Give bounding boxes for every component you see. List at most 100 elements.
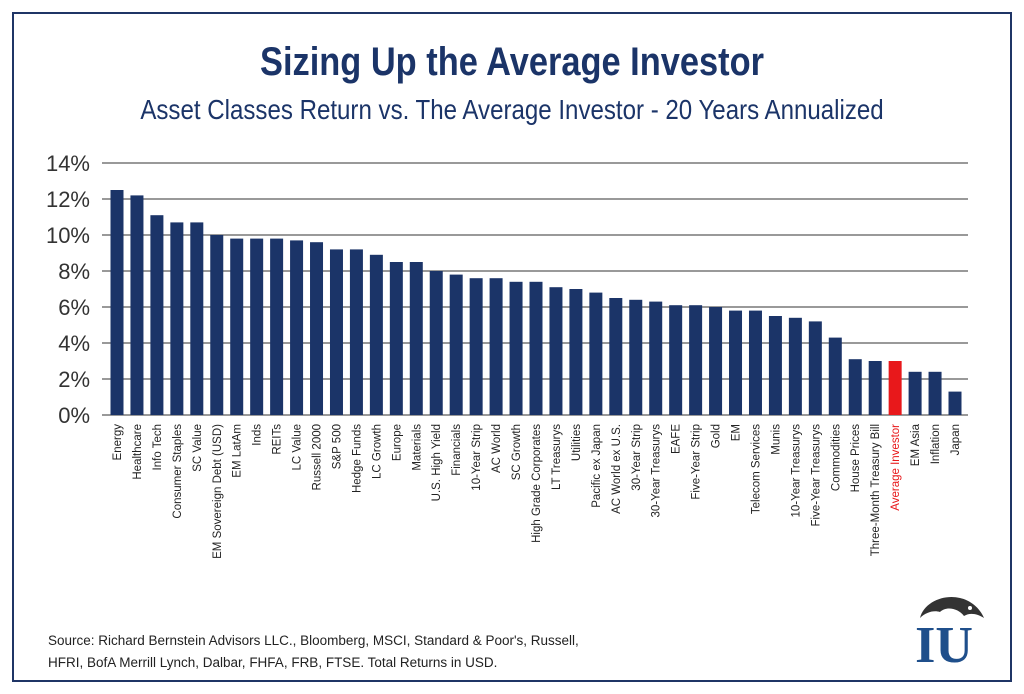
bar [729,311,742,415]
logo-text: IU [915,617,973,670]
x-tick-label: REITs [272,424,284,455]
bar [190,222,203,415]
bar [649,302,662,415]
x-tick-label: Telecom Services [750,424,762,514]
x-tick-label: LC Growth [371,424,383,479]
y-tick-label: 0% [58,403,90,428]
bar [430,271,443,415]
bar [310,242,323,415]
x-tick-label: Utilities [571,424,583,461]
bar [390,262,403,415]
bar [809,321,822,415]
bar [689,305,702,415]
x-tick-label: Pacific ex Japan [591,424,603,508]
y-tick-label: 12% [46,187,90,212]
y-tick-label: 14% [46,151,90,176]
x-tick-label: Info Tech [152,424,164,470]
x-tick-label: S&P 500 [331,424,343,469]
x-tick-label: 10-Year Strip [471,424,483,491]
bar-chart: 0% 2% 4% 6% 8% 10% 12% 14% Energy Healthcare Info… [0,0,1024,694]
bar [929,372,942,415]
x-tick-label: EM [731,424,743,441]
bar [450,275,463,415]
bar [370,255,383,415]
x-tick-label: EAFE [671,424,683,454]
bar [130,195,143,415]
bar [869,361,882,415]
bar [589,293,602,415]
x-tick-label: Average Investor [890,424,902,511]
bar [510,282,523,415]
x-tick-label: SC Growth [511,424,523,480]
bar [669,305,682,415]
x-tick-label: Japan [950,424,962,455]
bar [629,300,642,415]
x-tick-label: EM Sovereign Debt (USD) [212,424,224,559]
bar [549,287,562,415]
bar [909,372,922,415]
x-tick-label: High Grade Corporates [531,424,543,543]
bar [290,240,303,415]
x-tick-label: Inflation [930,424,942,464]
bear-logo-icon: IU [900,588,990,670]
bar [230,239,243,415]
bar [111,190,124,415]
bar [330,249,343,415]
x-tick-label: Materials [411,424,423,471]
y-tick-label: 10% [46,223,90,248]
y-tick-label: 2% [58,367,90,392]
bar [569,289,582,415]
x-tick-label: Europe [391,424,403,461]
bar [949,392,962,415]
x-tick-label: Hedge Funds [351,424,363,493]
x-tick-label: SC Value [192,424,204,472]
bar [769,316,782,415]
x-tick-label: Inds [252,424,264,446]
x-tick-label: AC World ex U.S. [611,424,623,514]
bar [749,311,762,415]
source-note: Source: Richard Bernstein Advisors LLC.,… [48,630,579,674]
x-tick-label: Russell 2000 [312,424,324,490]
x-tick-label: LT Treasurys [551,424,563,490]
bar [270,239,283,415]
bar [609,298,622,415]
bar [490,278,503,415]
bar [709,307,722,415]
source-line-2: HFRI, BofA Merrill Lynch, Dalbar, FHFA, … [48,652,579,674]
bar [150,215,163,415]
bar [170,222,183,415]
bar [829,338,842,415]
x-tick-label: House Prices [850,424,862,493]
x-tick-label: EM LatAm [232,424,244,478]
x-tick-label: Five-Year Strip [691,424,703,500]
x-tick-label: 30-Year Strip [631,424,643,491]
x-tick-label: AC World [491,424,503,473]
x-tick-label: Three-Month Treasury Bill [870,424,882,556]
source-line-1: Source: Richard Bernstein Advisors LLC.,… [48,630,579,652]
x-tick-label: Financials [451,424,463,476]
x-tick-label: Energy [112,424,124,461]
y-tick-label: 6% [58,295,90,320]
x-tick-label: 30-Year Treasurys [651,424,663,518]
bar [849,359,862,415]
x-tick-label: Gold [711,424,723,448]
y-tick-label: 4% [58,331,90,356]
bar [350,249,363,415]
bar [789,318,802,415]
x-tick-label: EM Asia [910,423,922,466]
x-tick-label: Consumer Staples [172,424,184,519]
x-tick-label: Commodities [830,424,842,491]
bar [210,235,223,415]
x-tick-label: Munis [770,424,782,455]
bar [250,239,263,415]
bar [410,262,423,415]
x-tick-label: Healthcare [132,424,144,480]
x-tick-label: Five-Year Treasurys [810,424,822,527]
x-tick-label: U.S. High Yield [431,424,443,501]
bar [889,361,902,415]
bar [470,278,483,415]
x-tick-label: 10-Year Treasurys [790,424,802,518]
y-tick-label: 8% [58,259,90,284]
x-tick-label: LC Value [292,424,304,470]
bar [530,282,543,415]
